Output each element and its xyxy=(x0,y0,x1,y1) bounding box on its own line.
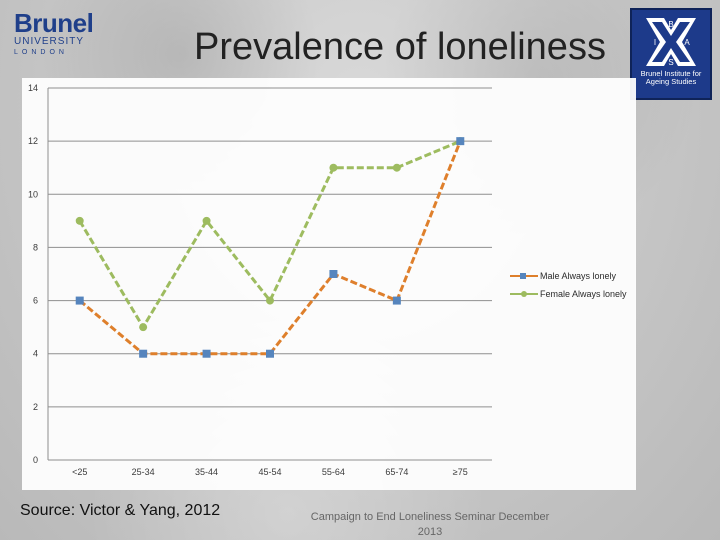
data-point xyxy=(266,296,274,305)
y-tick-label: 12 xyxy=(28,136,38,146)
x-tick-label: 25-34 xyxy=(132,467,155,477)
data-point xyxy=(392,296,401,305)
bias-logo: B I A S Brunel Institute for Ageing Stud… xyxy=(630,8,712,100)
legend-swatch-marker xyxy=(520,273,526,279)
data-point xyxy=(392,163,401,172)
data-point xyxy=(139,323,148,332)
svg-text:S: S xyxy=(668,58,673,67)
y-tick-label: 14 xyxy=(28,83,38,93)
data-point xyxy=(456,137,465,146)
y-tick-label: 6 xyxy=(33,296,38,306)
event-line-1: Campaign to End Loneliness Seminar Decem… xyxy=(310,511,550,523)
page-title: Prevalence of loneliness xyxy=(194,26,606,68)
x-tick-label: 45-54 xyxy=(258,467,281,477)
x-tick-label: 65-74 xyxy=(385,467,408,477)
bias-caption: Brunel Institute for Ageing Studies xyxy=(640,69,702,86)
legend-swatch-marker xyxy=(521,291,527,297)
x-tick-label: ≥75 xyxy=(453,467,468,477)
x-tick-label: 55-64 xyxy=(322,467,345,477)
x-tick-label: <25 xyxy=(72,467,87,477)
svg-text:I: I xyxy=(654,38,656,47)
data-point xyxy=(75,216,84,225)
y-tick-label: 10 xyxy=(28,189,38,199)
logo-brand-text: Brunel xyxy=(14,8,94,38)
data-point xyxy=(329,270,338,278)
data-point xyxy=(75,296,84,305)
data-point xyxy=(329,163,338,172)
data-point xyxy=(202,216,211,225)
logo-university-text: UNIVERSITY xyxy=(14,36,85,47)
legend-label: Female Always lonely xyxy=(540,289,627,299)
logo-london-text: LONDON xyxy=(14,49,68,56)
event-line-2: 2013 xyxy=(417,526,443,538)
y-tick-label: 8 xyxy=(33,242,38,252)
y-tick-label: 4 xyxy=(33,349,38,359)
data-point xyxy=(266,349,274,358)
bias-x-icon: B I A S xyxy=(642,14,700,70)
svg-text:A: A xyxy=(684,38,690,47)
y-tick-label: 0 xyxy=(33,455,38,465)
brunel-logo: Brunel UNIVERSITY LONDON xyxy=(14,8,94,68)
chart-panel: 0 2 4 6 8 10 12 14 <25 25-34 35-44 45-54 55-64 65-74 ≥… xyxy=(22,78,636,490)
svg-text:B: B xyxy=(668,20,673,29)
y-tick-label: 2 xyxy=(33,402,38,412)
data-point xyxy=(139,349,148,358)
data-point xyxy=(202,349,211,358)
legend-label: Male Always lonely xyxy=(540,271,617,281)
event-footer: Campaign to End Loneliness Seminar Decem… xyxy=(300,510,560,540)
line-chart: 0 2 4 6 8 10 12 14 <25 25-34 35-44 45-54 55-64 65-74 ≥… xyxy=(28,83,627,477)
source-citation: Source: Victor & Yang, 2012 xyxy=(20,502,221,519)
x-tick-label: 35-44 xyxy=(195,467,218,477)
